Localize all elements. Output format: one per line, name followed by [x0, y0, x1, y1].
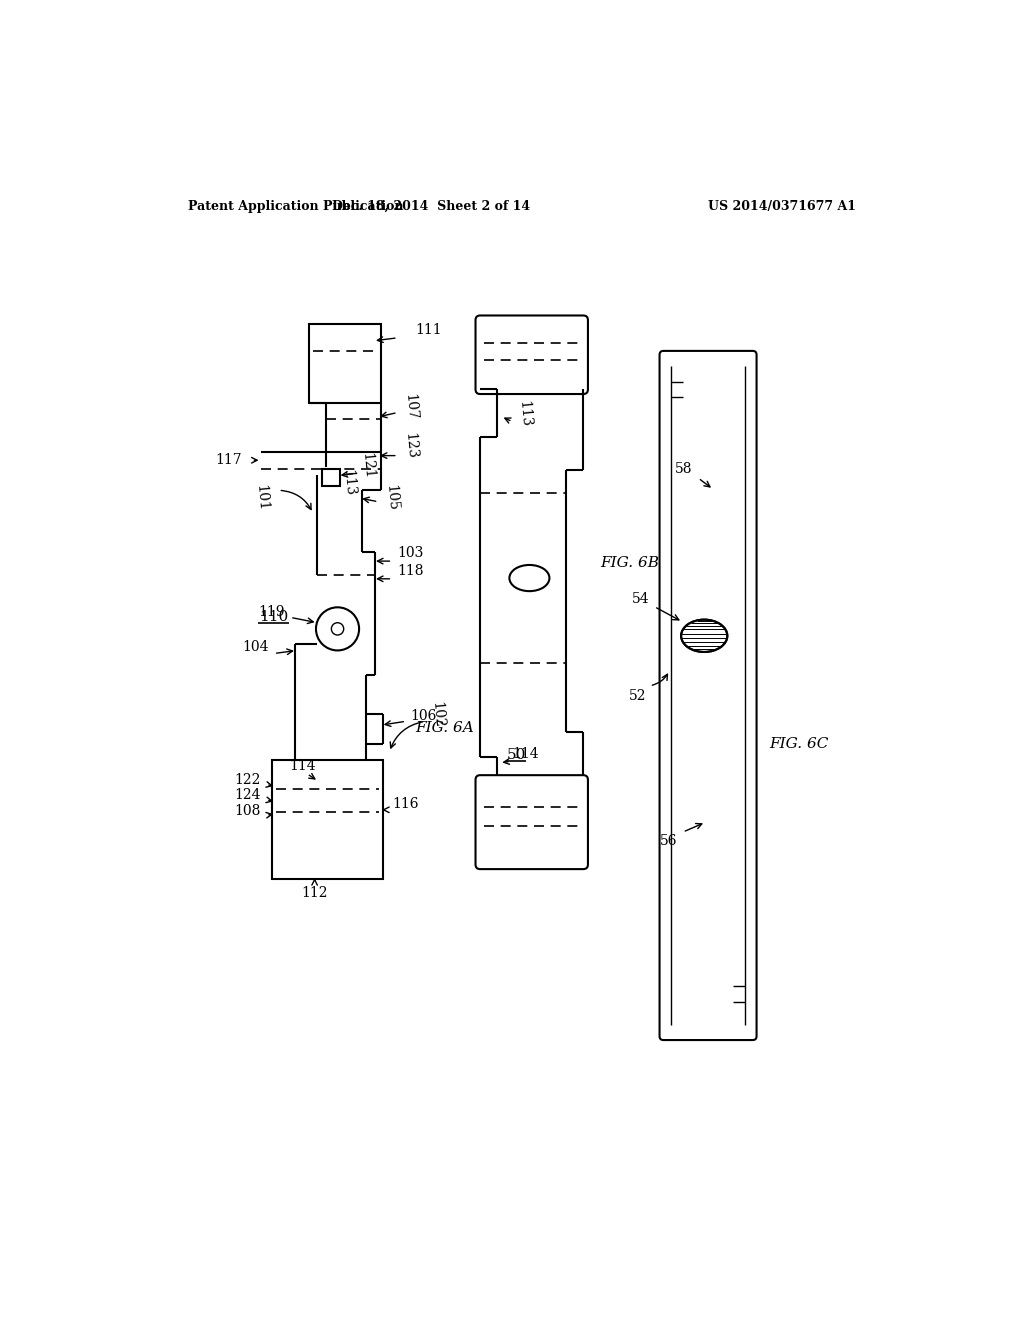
Text: 118: 118	[397, 564, 424, 578]
Text: 104: 104	[242, 640, 268, 655]
Text: FIG. 6A: FIG. 6A	[416, 721, 474, 735]
Ellipse shape	[509, 565, 550, 591]
Circle shape	[316, 607, 359, 651]
Text: FIG. 6B: FIG. 6B	[600, 556, 659, 570]
Text: 113: 113	[516, 400, 532, 428]
Text: 56: 56	[659, 834, 677, 847]
Text: 116: 116	[392, 797, 419, 812]
Bar	[309, 323, 381, 404]
Text: 123: 123	[402, 432, 419, 459]
Text: 113: 113	[340, 469, 356, 496]
Text: 114: 114	[512, 747, 539, 760]
Text: 119: 119	[258, 605, 285, 619]
Text: 101: 101	[253, 484, 269, 512]
Text: 50: 50	[507, 748, 526, 762]
Text: 114: 114	[290, 759, 316, 774]
Text: 54: 54	[632, 591, 649, 606]
FancyBboxPatch shape	[475, 315, 588, 395]
Ellipse shape	[681, 619, 727, 652]
Text: 110: 110	[259, 610, 289, 624]
Text: 112: 112	[301, 886, 328, 900]
Text: US 2014/0371677 A1: US 2014/0371677 A1	[708, 199, 856, 213]
Text: 121: 121	[359, 451, 376, 479]
Bar	[272, 760, 383, 879]
Text: FIG. 6C: FIG. 6C	[770, 737, 829, 751]
Text: 106: 106	[410, 709, 436, 723]
Text: 105: 105	[383, 484, 399, 512]
Text: 107: 107	[402, 393, 419, 421]
FancyBboxPatch shape	[659, 351, 757, 1040]
Text: 102: 102	[429, 701, 445, 729]
Text: Patent Application Publication: Patent Application Publication	[188, 199, 403, 213]
FancyBboxPatch shape	[475, 775, 588, 869]
Text: 117: 117	[215, 453, 242, 467]
Text: 58: 58	[675, 462, 692, 477]
Bar	[323, 470, 340, 487]
Text: 108: 108	[234, 804, 261, 817]
Text: Dec. 18, 2014  Sheet 2 of 14: Dec. 18, 2014 Sheet 2 of 14	[332, 199, 530, 213]
Text: 111: 111	[416, 323, 442, 337]
Text: 122: 122	[234, 772, 261, 787]
Text: 124: 124	[234, 788, 261, 803]
Text: 103: 103	[397, 546, 423, 561]
Text: 52: 52	[629, 689, 646, 702]
Circle shape	[332, 623, 344, 635]
